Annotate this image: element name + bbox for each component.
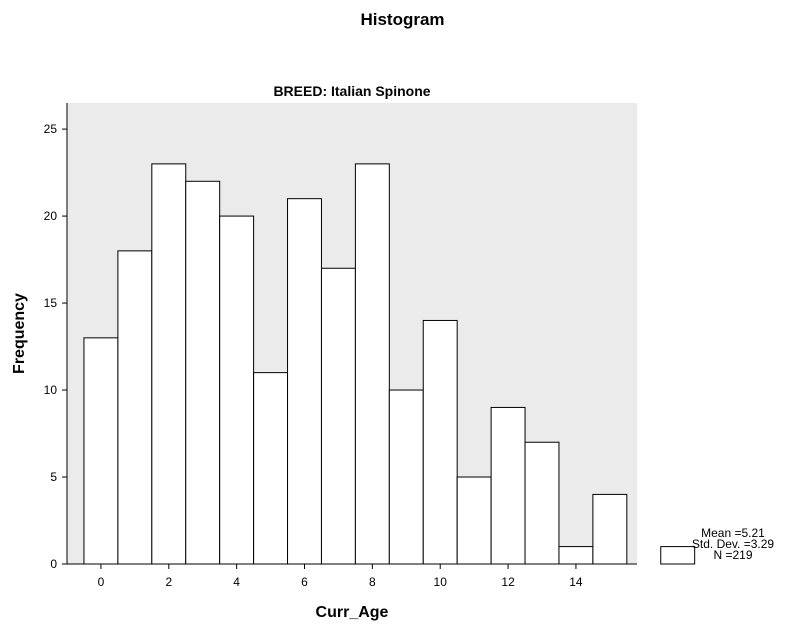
histogram-bar [524,441,560,565]
histogram-bar [490,406,526,565]
x-axis-label: Curr_Age [316,604,389,621]
y-tick-label: 25 [44,122,58,136]
mean-stat: Mean =5.21 [701,526,765,540]
x-tick-label: 4 [233,575,240,589]
x-tick-label: 10 [434,575,448,589]
x-tick-label: 0 [98,575,105,589]
histogram-bar [422,319,458,565]
std-dev-stat: Std. Dev. =3.29 [691,537,775,551]
histogram-bar [592,493,628,565]
y-tick-label: 20 [44,209,58,223]
x-tick-label: 2 [165,575,172,589]
histogram-bar [185,180,221,565]
y-axis-label: Frequency [11,293,28,374]
n-stat: N =219 [713,548,753,562]
bars-group [83,163,696,565]
y-tick-label: 10 [44,383,58,397]
x-tick-label: 8 [369,575,376,589]
chart-subtitle: BREED: Italian Spinone [273,83,430,99]
histogram-bar [253,372,289,565]
histogram-bar [83,337,119,565]
histogram-bar [354,163,390,565]
histogram-bar [219,215,255,565]
y-ticks: 0 5 10 15 20 25 [44,122,67,571]
chart-title: Histogram [360,10,445,29]
histogram-bar [117,250,153,565]
stats-box: Mean =5.21 Std. Dev. =3.29 N =219 [668,526,798,562]
y-tick-label: 5 [50,470,57,484]
histogram-bar [287,198,322,565]
histogram-bar [660,546,696,565]
histogram-bar [456,476,492,565]
x-tick-label: 6 [301,575,308,589]
histogram-bar [151,163,187,565]
y-tick-label: 0 [50,557,57,571]
histogram-bar [558,546,594,565]
x-ticks: 0 2 4 6 8 10 12 14 [98,564,583,589]
histogram-bar [320,267,356,565]
x-tick-label: 12 [501,575,515,589]
y-tick-label: 15 [44,296,58,310]
x-tick-label: 14 [569,575,583,589]
histogram-bar [388,389,424,565]
